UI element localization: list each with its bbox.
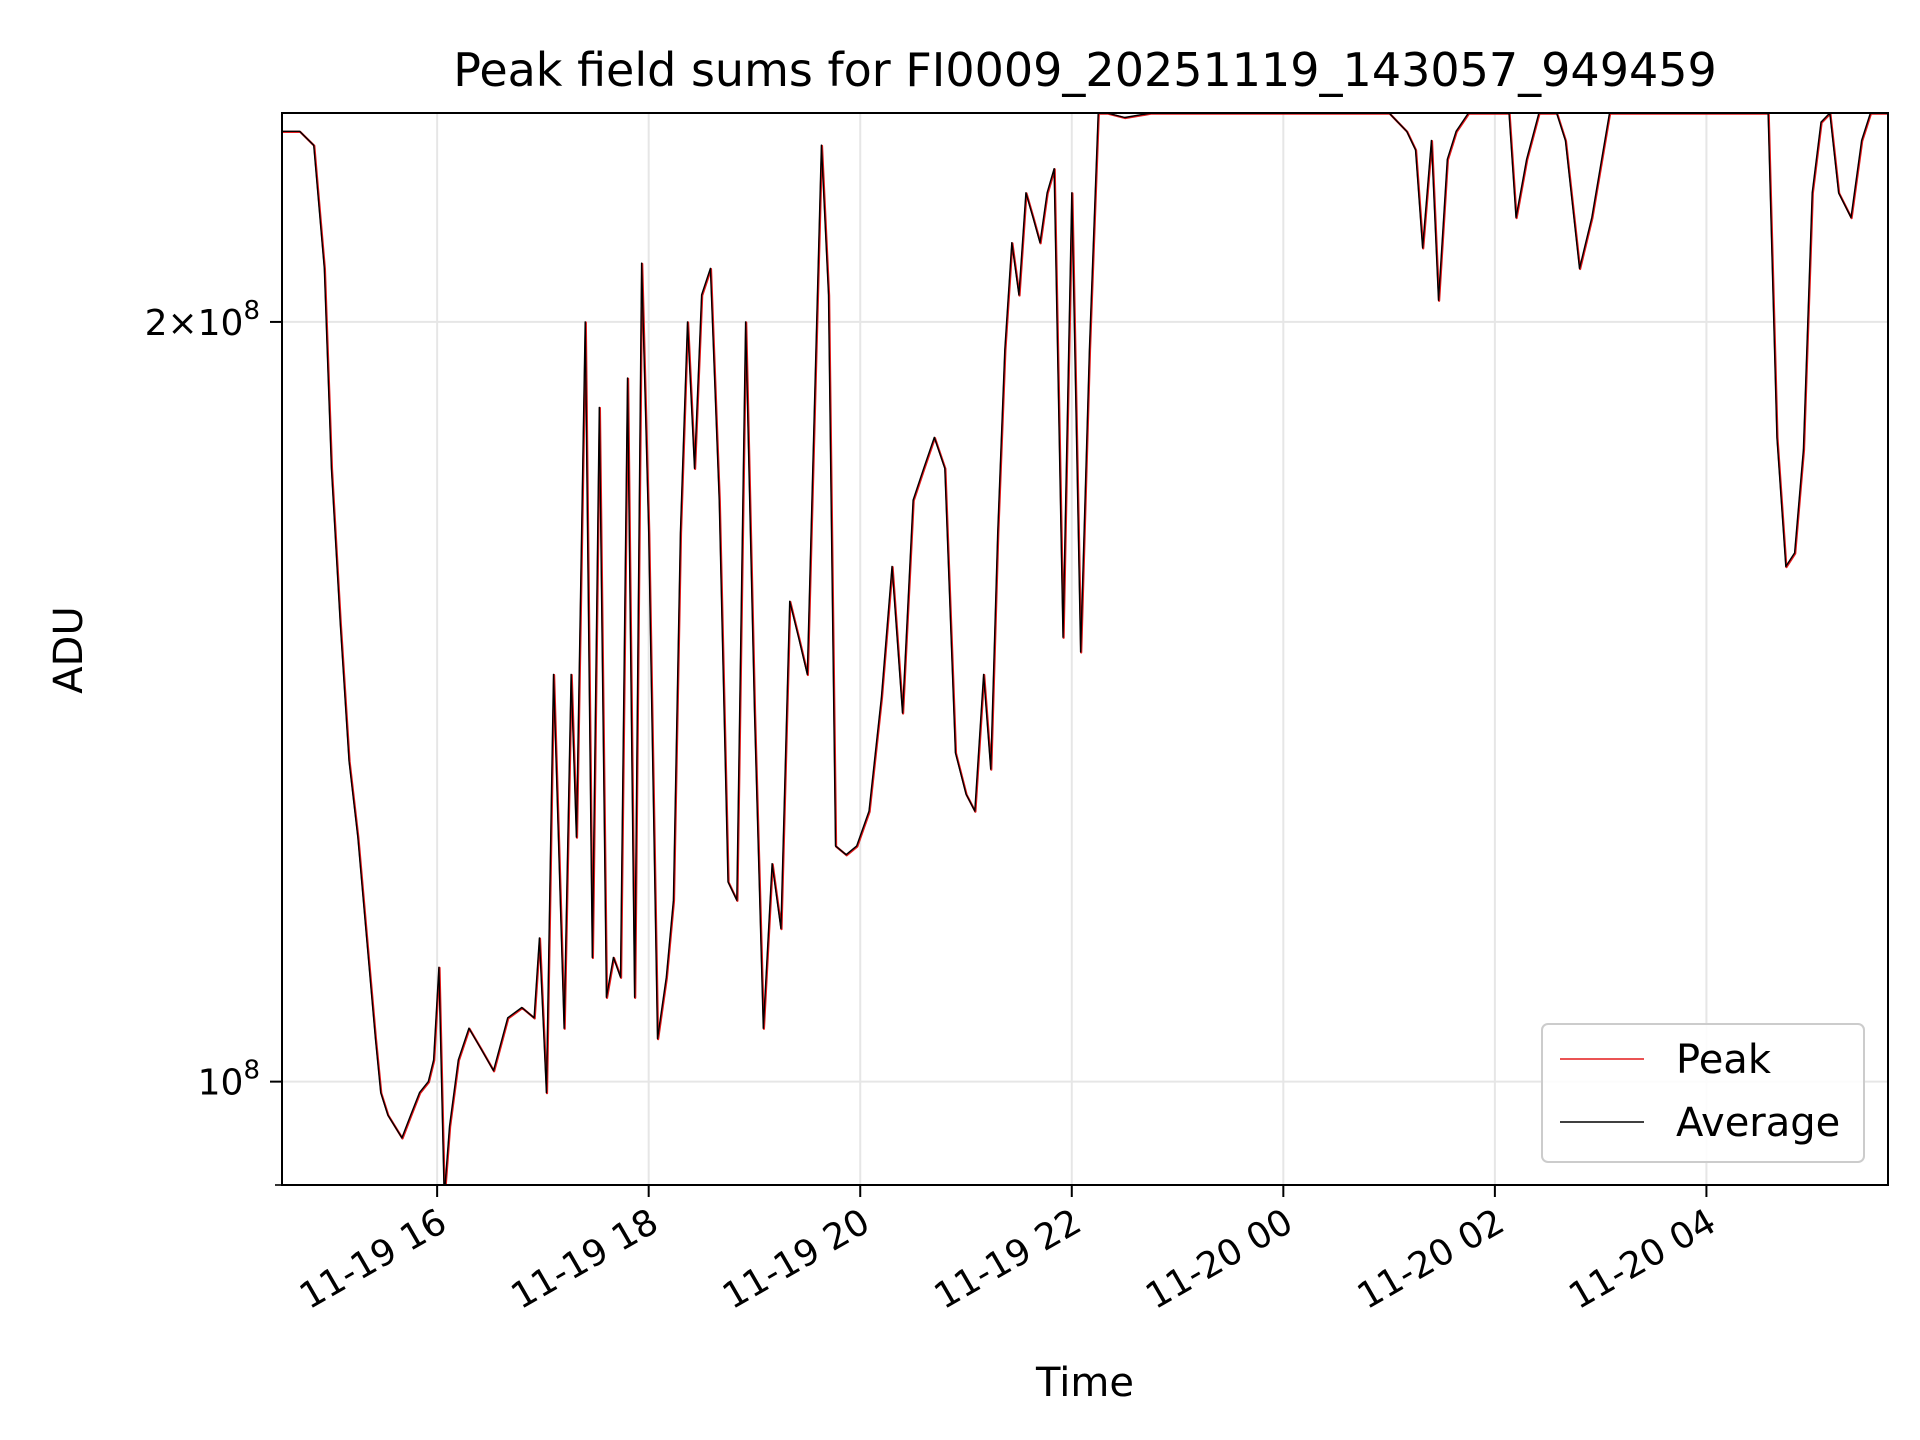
y-tick-exponent: 8 [243, 296, 260, 326]
legend: Peak Average [1541, 1023, 1865, 1163]
series-lines [282, 113, 1889, 1186]
y-tick-label: 2×108 [145, 296, 260, 344]
y-tick-base: 2×10 [145, 303, 244, 344]
y-axis-label: ADU [46, 606, 92, 693]
y-tick-base: 10 [198, 1063, 244, 1104]
legend-label-peak: Peak [1676, 1037, 1772, 1083]
plot-frame [281, 112, 1889, 1186]
y-tick-label: 108 [198, 1056, 260, 1104]
series-line-average [282, 113, 1888, 1185]
y-tick-exponent: 8 [243, 1056, 260, 1086]
x-axis-label: Time [1035, 1360, 1134, 1406]
chart-title: Peak field sums for FI0009_20251119_1430… [453, 43, 1717, 97]
legend-label-average: Average [1676, 1100, 1840, 1146]
